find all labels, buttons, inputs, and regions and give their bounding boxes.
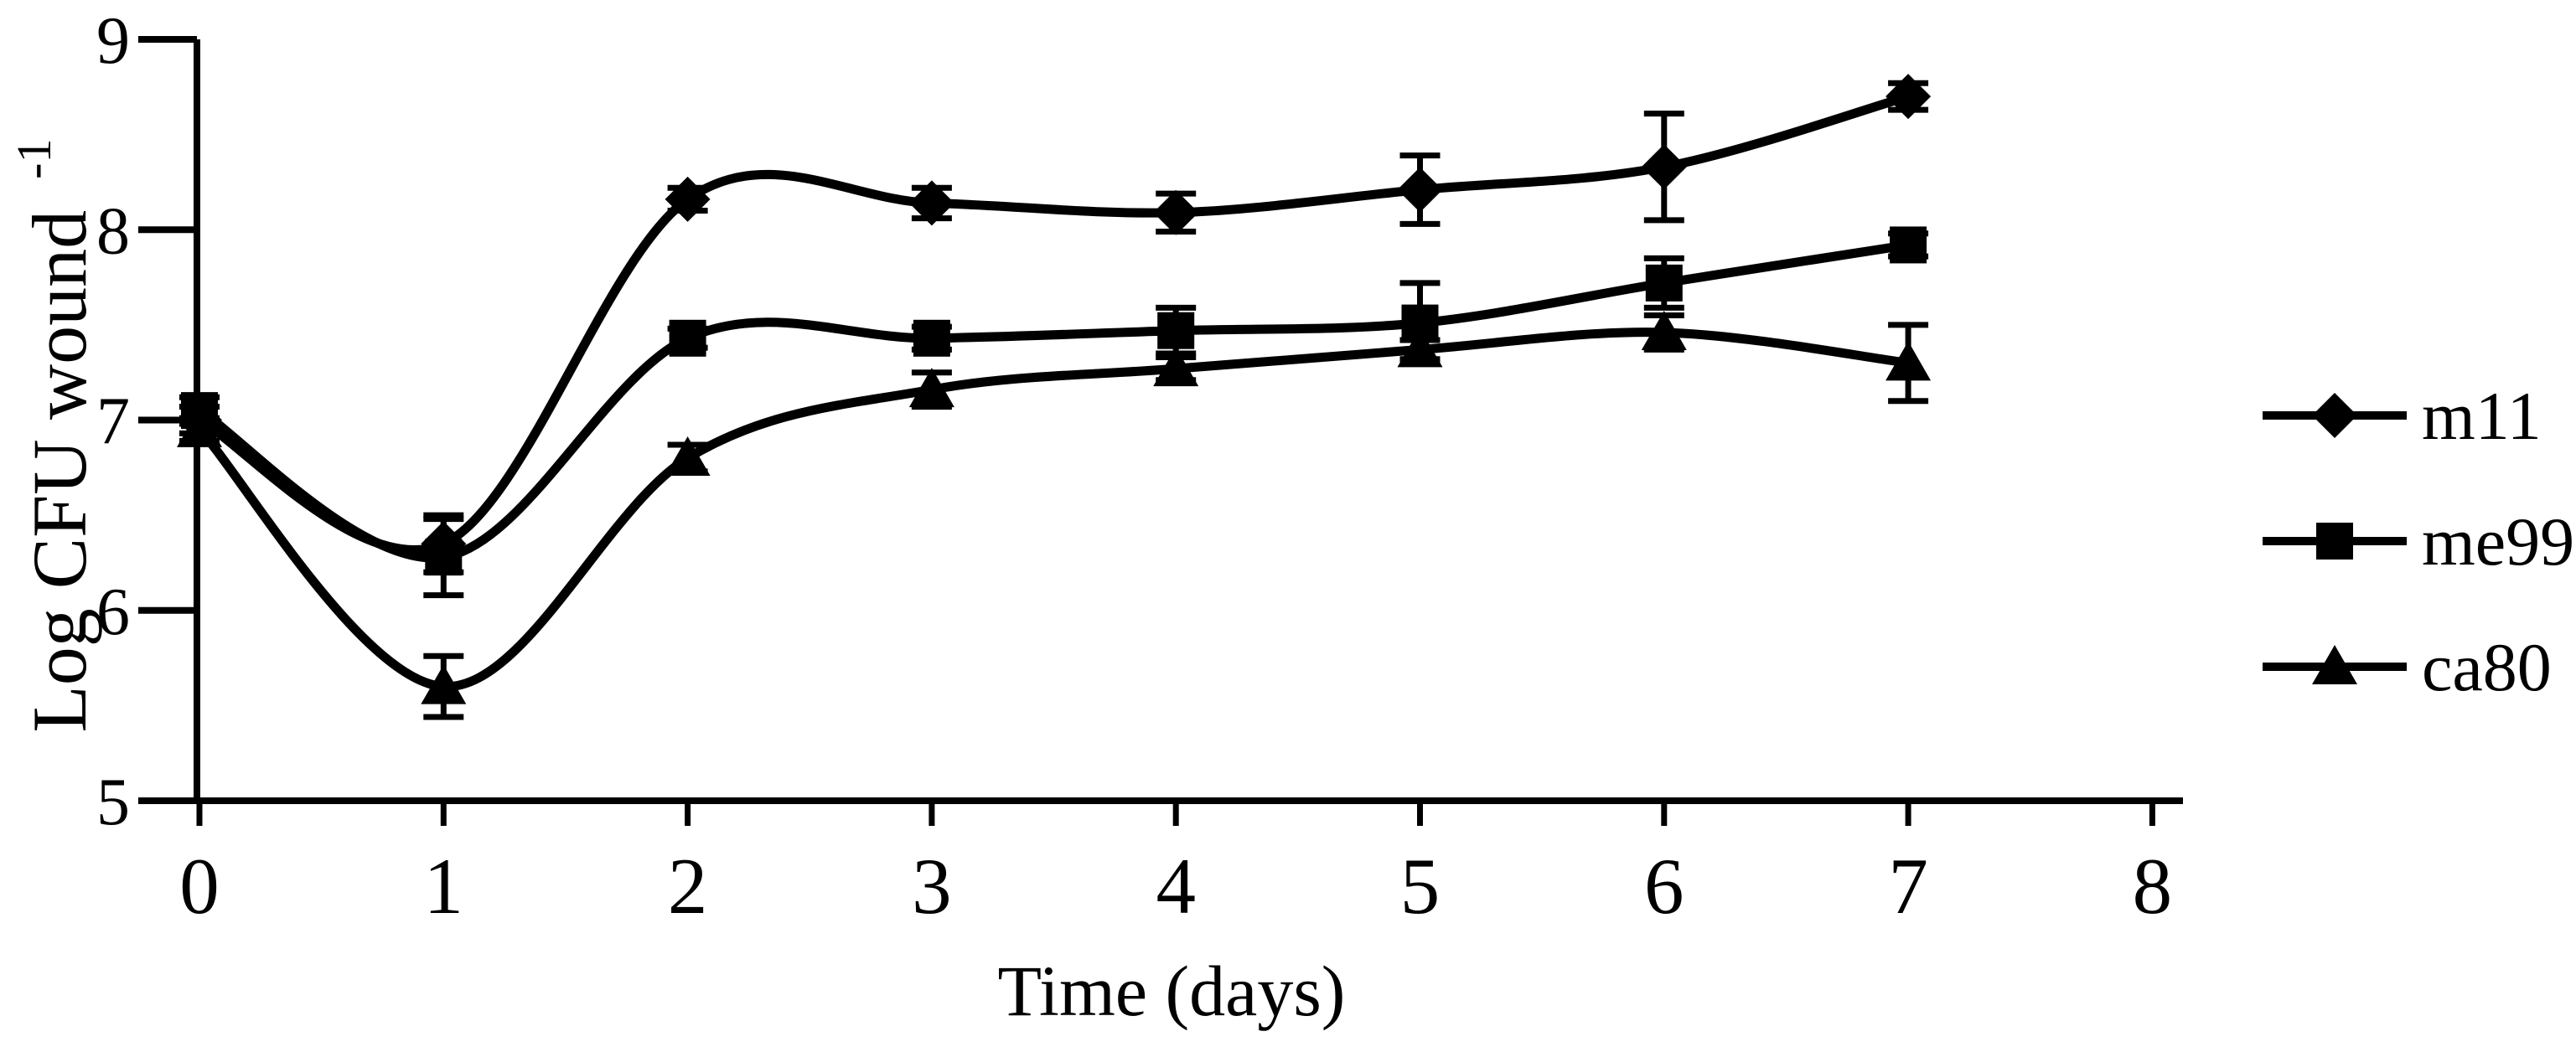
marker-ca80-day6 (1641, 310, 1687, 350)
marker-m11-day5 (1397, 167, 1443, 213)
series-ca80 (177, 310, 1932, 720)
y-tick-label: 8 (96, 194, 130, 268)
marker-ca80-day0 (177, 407, 222, 447)
marker-m11-day6 (1641, 144, 1687, 190)
x-tick-label: 4 (1156, 842, 1196, 931)
x-tick-label: 8 (2133, 842, 2173, 931)
x-tick-label: 7 (1888, 842, 1928, 931)
marker-me99-day2 (669, 319, 706, 357)
series-line-m11 (197, 91, 1910, 554)
plot-area: 5 6 7 8 9 0 1 2 3 4 5 6 7 8 (96, 4, 2183, 931)
marker-ca80-day5 (1397, 328, 1443, 368)
marker-ca80-day2 (665, 436, 711, 476)
y-tick-label: 5 (96, 766, 130, 839)
marker-me99-day7 (1890, 226, 1927, 264)
marker-me99-day3 (913, 319, 950, 357)
x-tick-label: 5 (1400, 842, 1441, 931)
legend: m11 me99 ca80 (2263, 378, 2574, 705)
marker-m11-day4 (1153, 189, 1199, 235)
y-axis-title-text: Log CFU wound (17, 210, 102, 733)
marker-ca80-day7 (1885, 341, 1932, 381)
legend-marker-diamond (2312, 393, 2357, 438)
y-tick-label: 6 (96, 575, 130, 649)
x-tick-label: 0 (179, 842, 220, 931)
y-tick-label: 7 (96, 385, 130, 459)
marker-me99-day4 (1157, 312, 1195, 349)
legend-item-me99: me99 (2263, 503, 2574, 580)
legend-item-label: me99 (2422, 503, 2574, 580)
y-axis-title-superscript: -1 (7, 139, 61, 179)
legend-item-m11: m11 (2263, 378, 2542, 454)
marker-m11-day7 (1885, 74, 1932, 120)
series-me99 (179, 226, 1929, 599)
legend-item-label: m11 (2422, 378, 2542, 454)
marker-ca80-day4 (1153, 347, 1199, 387)
marker-ca80-day3 (908, 368, 954, 408)
legend-marker-square (2316, 523, 2353, 560)
x-tick-label: 1 (424, 842, 464, 931)
x-tick-label: 2 (668, 842, 708, 931)
marker-m11-day2 (665, 176, 711, 222)
x-tick-label: 3 (912, 842, 952, 931)
x-tick-label: 6 (1644, 842, 1684, 931)
legend-item-ca80: ca80 (2263, 629, 2552, 705)
marker-me99-day6 (1645, 264, 1683, 302)
x-axis-title: Time (days) (998, 951, 1346, 1031)
marker-ca80-day1 (421, 664, 467, 704)
marker-me99-day1 (425, 539, 463, 576)
series-line-ca80 (196, 328, 1909, 692)
y-axis-title: Log CFU wound -1 (7, 139, 102, 733)
marker-m11-day3 (908, 180, 954, 226)
y-tick-label: 9 (96, 4, 130, 78)
legend-item-label: ca80 (2422, 629, 2552, 705)
legend-marker-triangle (2312, 645, 2357, 684)
